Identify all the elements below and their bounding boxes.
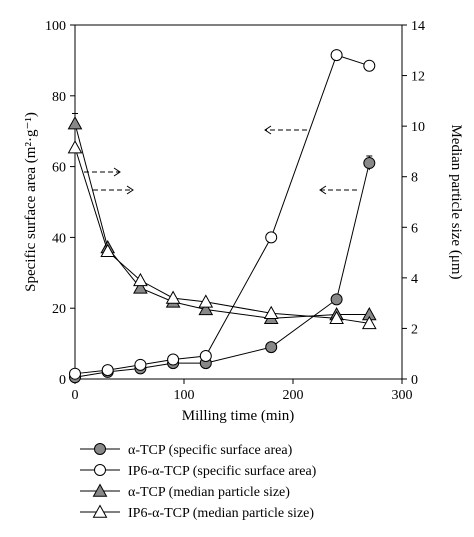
y-axis-label-right: Median particle size (μm) xyxy=(448,124,464,279)
plot-area xyxy=(74,24,403,380)
legend-marker xyxy=(94,443,106,455)
y-left-tick-label: 100 xyxy=(45,19,66,34)
legend-label: α-TCP (median particle size) xyxy=(128,485,290,500)
legend-label: IP6-α-TCP (median particle size) xyxy=(128,506,314,521)
data-point xyxy=(363,59,376,72)
y-left-tick-label: 60 xyxy=(52,161,66,176)
y-left-tick-label: 80 xyxy=(52,90,66,105)
data-point xyxy=(67,116,83,130)
data-point xyxy=(329,310,344,325)
data-point xyxy=(263,305,279,319)
legend-label: IP6-α-TCP (specific surface area) xyxy=(128,464,317,479)
x-tick-label: 300 xyxy=(392,388,413,403)
legend-marker xyxy=(94,464,106,476)
data-point xyxy=(330,49,343,62)
series-layer xyxy=(67,49,377,384)
arrow-left-lower-head xyxy=(319,185,327,195)
data-point xyxy=(199,349,212,362)
data-point xyxy=(100,243,116,258)
data-point xyxy=(165,290,181,304)
data-point xyxy=(167,353,180,366)
data-point xyxy=(361,315,377,330)
data-point xyxy=(69,367,81,380)
data-point xyxy=(67,140,83,154)
x-tick-label: 200 xyxy=(283,388,304,403)
data-point xyxy=(363,157,376,170)
data-point xyxy=(265,341,278,354)
series-line-1 xyxy=(74,162,370,378)
y-right-tick-label: 6 xyxy=(411,221,418,236)
data-point xyxy=(133,280,148,294)
x-tick-label: 0 xyxy=(72,388,79,403)
series-line-4 xyxy=(74,147,370,324)
arrow-right-upper-head xyxy=(113,167,121,177)
legend: α-TCP (specific surface area) IP6-α-TCP (… xyxy=(80,443,317,521)
arrow-left-upper-head xyxy=(264,125,272,135)
series-line-2 xyxy=(74,54,370,375)
data-point xyxy=(101,364,114,377)
y-right-tick-label: 10 xyxy=(411,120,425,135)
data-point xyxy=(134,358,147,371)
y-right-tick-label: 14 xyxy=(411,19,425,34)
y-left-tick-label: 0 xyxy=(59,373,66,388)
x-axis-label: Milling time (min) xyxy=(182,408,295,424)
legend-marker xyxy=(92,483,108,497)
direction-arrows xyxy=(84,125,357,195)
y-right-tick-label: 4 xyxy=(411,272,418,287)
data-point xyxy=(198,294,214,308)
series-line-3 xyxy=(74,123,370,319)
y-left-tick-label: 40 xyxy=(52,231,66,246)
data-point xyxy=(133,272,148,287)
plot-frame xyxy=(74,24,403,380)
legend-marker xyxy=(92,504,108,518)
arrow-right-lower-head xyxy=(126,185,134,195)
y-right-tick-label: 12 xyxy=(411,70,425,85)
data-point xyxy=(330,293,343,306)
y-left-tick-label: 20 xyxy=(52,302,66,317)
y-axis-label-left: Specific surface area (m²·g⁻¹) xyxy=(23,112,39,292)
y-right-tick-label: 2 xyxy=(411,322,418,337)
y-right-tick-label: 8 xyxy=(411,171,418,186)
legend-label: α-TCP (specific surface area) xyxy=(128,443,293,458)
data-point xyxy=(265,231,278,244)
x-tick-label: 100 xyxy=(174,388,195,403)
y-right-tick-label: 0 xyxy=(411,373,418,388)
data-point xyxy=(198,301,214,316)
